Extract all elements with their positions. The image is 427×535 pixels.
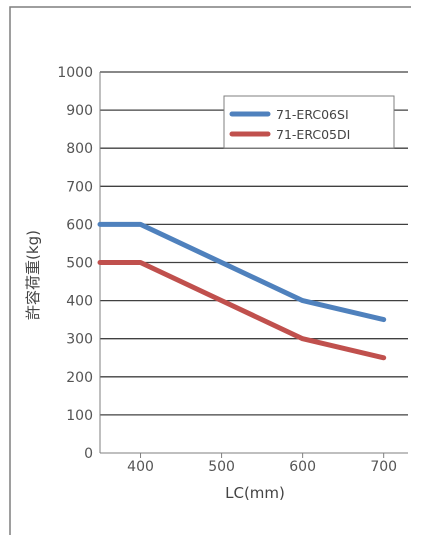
y-tick-label: 900 <box>66 103 93 119</box>
legend-label-71-erc06si: 71-ERC06SI <box>276 107 349 122</box>
y-tick-label: 600 <box>66 217 93 233</box>
y-tick-label: 300 <box>66 332 93 348</box>
x-tick-label: 700 <box>370 459 397 475</box>
tick-labels: 0 100 200 300 400 500 600 700 800 900 1000 400 500 60… <box>57 65 397 475</box>
y-tick-label: 700 <box>66 179 93 195</box>
x-tick-label: 400 <box>127 459 154 475</box>
legend: 71-ERC06SI 71-ERC05DI <box>223 95 395 149</box>
x-axis-title: LC(mm) <box>225 484 285 502</box>
y-tick-label: 200 <box>66 370 93 386</box>
x-tick-label: 500 <box>208 459 235 475</box>
legend-box <box>223 95 395 149</box>
plot-area <box>97 221 387 361</box>
panel-frame <box>9 6 411 535</box>
legend-label-71-erc05di: 71-ERC05DI <box>276 127 350 142</box>
x-tick-label: 600 <box>289 459 316 475</box>
y-tick-label: 500 <box>66 256 93 272</box>
y-tick-label: 1000 <box>57 65 93 81</box>
y-tick-label: 800 <box>66 141 93 157</box>
y-axis-title: 許容荷重(kg) <box>24 230 42 320</box>
series-line-71-erc05di <box>97 260 387 361</box>
y-tick-label: 0 <box>84 446 93 462</box>
series-line-71-erc06si <box>97 221 387 323</box>
y-tick-label: 100 <box>66 408 93 424</box>
y-tick-label: 400 <box>66 294 93 310</box>
